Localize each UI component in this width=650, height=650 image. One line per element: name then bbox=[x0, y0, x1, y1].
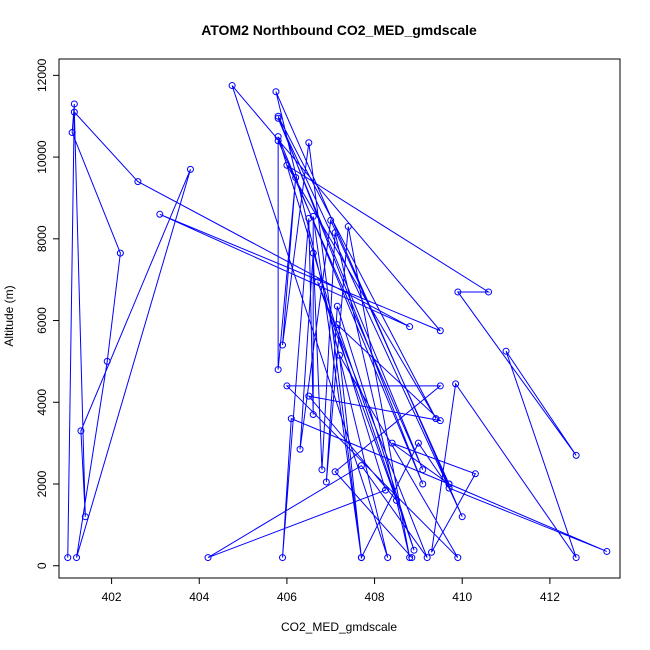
data-point bbox=[156, 210, 164, 218]
data-point bbox=[186, 165, 194, 173]
data-point bbox=[283, 382, 291, 390]
data-point bbox=[382, 486, 390, 494]
x-tick-label: 402 bbox=[102, 590, 122, 604]
data-point bbox=[436, 417, 444, 425]
x-tick-label: 408 bbox=[365, 590, 385, 604]
data-point bbox=[228, 82, 236, 90]
data-point bbox=[406, 554, 414, 562]
data-point bbox=[274, 114, 282, 122]
data-point bbox=[283, 161, 291, 169]
data-point bbox=[134, 178, 142, 186]
data-point bbox=[322, 478, 330, 486]
data-point bbox=[357, 554, 365, 562]
data-point bbox=[392, 496, 400, 504]
data-point bbox=[471, 470, 479, 478]
y-tick-label: 6000 bbox=[35, 307, 49, 334]
data-point bbox=[454, 554, 462, 562]
chart-title: ATOM2 Northbound CO2_MED_gmdscale bbox=[201, 22, 477, 38]
data-point bbox=[279, 554, 287, 562]
data-point bbox=[305, 392, 313, 400]
data-point bbox=[274, 133, 282, 141]
data-point bbox=[77, 427, 85, 435]
data-point bbox=[432, 415, 440, 423]
data-point bbox=[406, 323, 414, 331]
x-tick-label: 410 bbox=[452, 590, 472, 604]
series-line bbox=[67, 85, 608, 560]
data-point bbox=[436, 382, 444, 390]
data-point bbox=[309, 212, 317, 220]
data-point bbox=[436, 327, 444, 335]
data-point bbox=[73, 554, 81, 562]
data-point bbox=[333, 321, 341, 329]
data-point bbox=[279, 341, 287, 349]
data-point bbox=[70, 108, 78, 116]
data-point bbox=[305, 139, 313, 147]
data-point bbox=[419, 466, 427, 474]
x-axis-label: CO2_MED_gmdscale bbox=[281, 620, 397, 634]
data-point bbox=[331, 229, 339, 237]
data-point bbox=[314, 278, 322, 286]
data-point bbox=[336, 351, 343, 359]
x-axis: 402 404 406 408 410 412 bbox=[102, 577, 560, 604]
data-point bbox=[103, 357, 111, 365]
data-point bbox=[318, 466, 326, 474]
data-point bbox=[384, 554, 392, 562]
data-point bbox=[116, 249, 124, 257]
data-point bbox=[408, 554, 416, 562]
data-point bbox=[274, 366, 282, 374]
data-point bbox=[454, 288, 462, 296]
data-point bbox=[423, 554, 431, 562]
data-point bbox=[388, 439, 396, 447]
data-point bbox=[452, 380, 460, 388]
data-point bbox=[81, 513, 89, 521]
data-point bbox=[309, 249, 317, 257]
data-point bbox=[274, 137, 282, 145]
data-point bbox=[333, 302, 341, 310]
data-point bbox=[305, 214, 313, 222]
y-tick-label: 4000 bbox=[35, 389, 49, 416]
data-point bbox=[603, 547, 611, 555]
data-point bbox=[327, 216, 335, 224]
y-tick-label: 10000 bbox=[35, 140, 49, 174]
data-series bbox=[64, 82, 611, 562]
data-point bbox=[204, 554, 212, 562]
data-point bbox=[572, 451, 580, 459]
data-point bbox=[419, 480, 427, 488]
y-tick-label: 2000 bbox=[35, 470, 49, 497]
data-point bbox=[309, 411, 317, 419]
data-point bbox=[502, 347, 510, 355]
y-tick-label: 12000 bbox=[35, 58, 49, 92]
x-tick-label: 412 bbox=[540, 590, 560, 604]
x-tick-label: 406 bbox=[277, 590, 297, 604]
data-point bbox=[274, 112, 282, 120]
data-point bbox=[331, 468, 339, 476]
data-point bbox=[64, 554, 72, 562]
data-point bbox=[68, 129, 76, 137]
data-point bbox=[70, 100, 78, 108]
data-point bbox=[485, 288, 493, 296]
data-point bbox=[458, 513, 466, 521]
data-point bbox=[292, 174, 300, 182]
data-point bbox=[296, 445, 304, 453]
data-point bbox=[357, 462, 365, 470]
data-point bbox=[344, 223, 352, 231]
y-axis-label: Altitude (m) bbox=[2, 285, 16, 346]
y-tick-label: 8000 bbox=[35, 225, 49, 252]
y-axis: 0 2000 4000 6000 8000 10000 12000 bbox=[35, 58, 60, 569]
data-point bbox=[428, 548, 436, 556]
data-point bbox=[287, 415, 295, 423]
x-tick-label: 404 bbox=[189, 590, 209, 604]
data-point bbox=[414, 439, 422, 447]
data-point bbox=[410, 546, 418, 554]
data-point bbox=[445, 480, 453, 488]
data-point bbox=[445, 484, 453, 492]
data-point bbox=[572, 554, 580, 562]
y-tick-label: 0 bbox=[35, 562, 49, 569]
data-point bbox=[272, 88, 280, 96]
